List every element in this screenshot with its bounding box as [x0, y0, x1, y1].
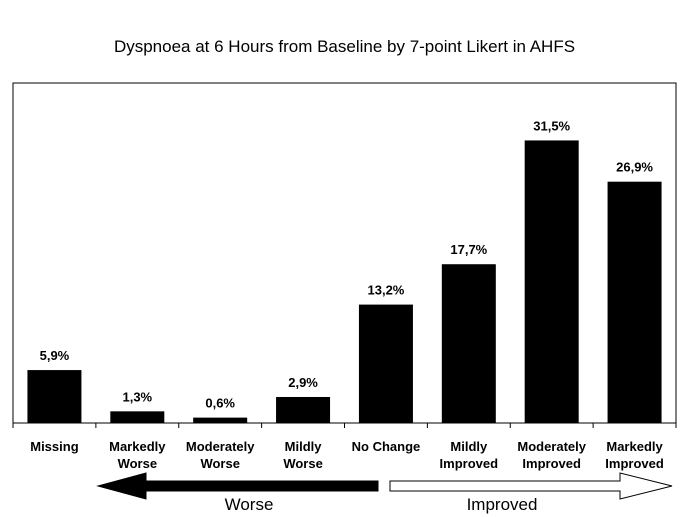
data-label: 1,3%	[122, 389, 152, 404]
x-tick-label: No Change	[352, 439, 421, 454]
bar	[110, 411, 165, 423]
bar	[276, 396, 331, 423]
x-tick-label: Worse	[118, 456, 158, 471]
tick-labels-group: Missing Markedly Worse Moderately Worse Mildl…	[30, 439, 664, 471]
chart-title: Dyspnoea at 6 Hours from Baseline by 7-p…	[114, 37, 575, 56]
data-label: 5,9%	[40, 348, 70, 363]
x-tick-label: Improved	[440, 456, 499, 471]
x-tick-label: Moderately	[517, 439, 586, 454]
data-label: 2,9%	[288, 375, 318, 390]
x-tick-label: Improved	[605, 456, 664, 471]
bar	[607, 181, 662, 423]
bar	[27, 370, 82, 423]
x-tick-label: Missing	[30, 439, 78, 454]
data-labels-group: 5,9% 1,3% 0,6% 2,9% 13,2% 17,7% 31,5% 26,9%	[40, 118, 654, 410]
ticks-group	[12, 423, 677, 428]
worse-arrow	[96, 472, 379, 500]
bars-group	[27, 140, 662, 424]
bar	[441, 264, 496, 423]
improved-label: Improved	[467, 495, 538, 514]
x-tick-label: Mildly	[285, 439, 323, 454]
x-tick-label: Worse	[283, 456, 323, 471]
data-label: 17,7%	[450, 242, 487, 257]
x-tick-label: Worse	[200, 456, 240, 471]
x-tick-label: Improved	[522, 456, 581, 471]
bar	[358, 304, 413, 423]
bar	[193, 417, 248, 423]
data-label: 13,2%	[368, 283, 405, 298]
worse-label: Worse	[225, 495, 274, 514]
data-label: 0,6%	[205, 396, 235, 411]
x-tick-label: Markedly	[606, 439, 663, 454]
x-tick-label: Moderately	[186, 439, 255, 454]
x-tick-label: Markedly	[109, 439, 166, 454]
data-label: 31,5%	[533, 118, 570, 133]
x-tick-label: Mildly	[450, 439, 488, 454]
data-label: 26,9%	[616, 160, 653, 175]
bar	[524, 140, 579, 424]
improved-arrow	[389, 472, 673, 500]
